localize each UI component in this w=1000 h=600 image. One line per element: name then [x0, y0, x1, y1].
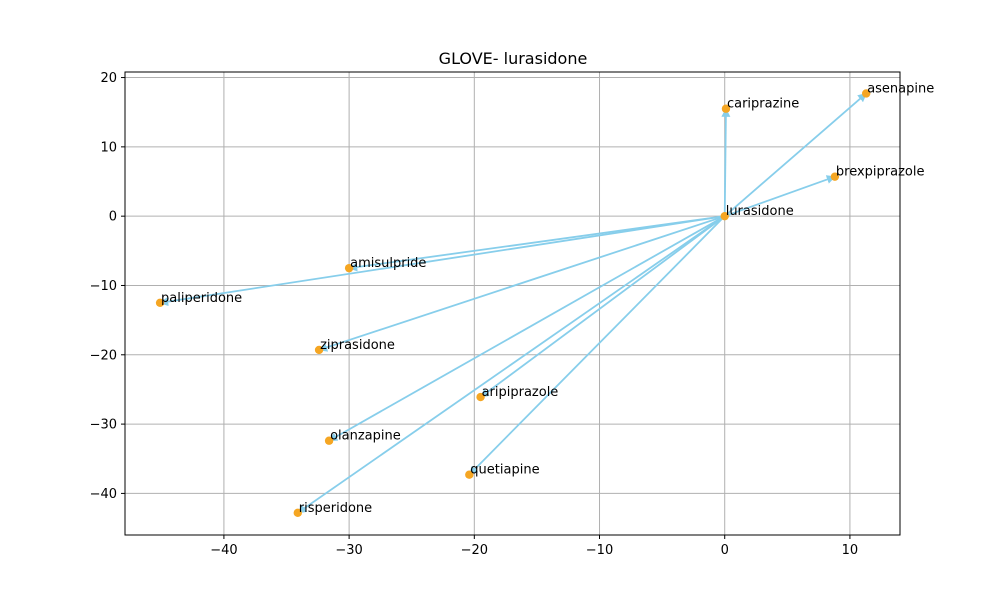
point-lurasidone — [720, 211, 729, 221]
label-quetiapine: quetiapine — [470, 463, 539, 478]
x-tick-label: −40 — [210, 543, 237, 558]
y-tick-label: 0 — [109, 210, 117, 225]
point-paliperidone — [155, 298, 165, 308]
arrow-ziprasidone — [318, 215, 725, 352]
arrow-quetiapine — [468, 215, 726, 476]
x-tick-label: −10 — [586, 543, 613, 558]
arrow-aripiprazole — [479, 215, 726, 398]
point-ziprasidone — [314, 345, 324, 355]
point-aripiprazole — [476, 392, 485, 402]
grid — [125, 72, 900, 535]
arrow-brexpiprazole — [724, 175, 836, 218]
label-amisulpride: amisulpride — [350, 256, 426, 271]
chart-title: GLOVE- lurasidone — [439, 49, 588, 68]
label-aripiprazole: aripiprazole — [482, 385, 559, 400]
points — [155, 89, 871, 518]
x-tick-label: 10 — [842, 543, 859, 558]
point-asenapine — [861, 89, 871, 98]
point-labels: lurasidone asenapine cariprazine brexpipraz… — [161, 81, 934, 515]
x-tick-label: −30 — [335, 543, 362, 558]
point-amisulpride — [344, 263, 354, 273]
plot-frame — [124, 71, 901, 536]
y-tick-label: −20 — [90, 348, 117, 363]
label-paliperidone: paliperidone — [161, 291, 242, 306]
arrow-asenapine — [724, 92, 867, 217]
label-cariprazine: cariprazine — [727, 97, 799, 112]
arrow-paliperidone — [159, 215, 725, 307]
arrow-risperidone — [297, 215, 726, 514]
x-tick-label: −20 — [461, 543, 488, 558]
y-tick-label: −10 — [90, 279, 117, 294]
point-brexpiprazole — [830, 172, 840, 181]
point-olanzapine — [324, 436, 334, 445]
y-tick-label: 20 — [100, 71, 117, 86]
arrow-cariprazine — [721, 107, 731, 217]
point-cariprazine — [721, 104, 731, 113]
label-asenapine: asenapine — [867, 81, 934, 96]
label-olanzapine: olanzapine — [330, 429, 401, 444]
arrow-amisulpride — [348, 215, 725, 272]
label-ziprasidone: ziprasidone — [320, 338, 395, 353]
y-tick-label: −30 — [90, 418, 117, 433]
point-quetiapine — [465, 470, 474, 479]
y-tick-label: −40 — [90, 487, 117, 502]
label-brexpiprazole: brexpiprazole — [836, 165, 925, 180]
point-risperidone — [293, 508, 302, 518]
y-axis: −40 −30 −20 −10 0 10 20 — [90, 71, 125, 502]
x-tick-label: 0 — [721, 543, 729, 558]
label-risperidone: risperidone — [299, 501, 372, 516]
arrows — [159, 92, 867, 514]
label-lurasidone: lurasidone — [726, 204, 794, 219]
y-tick-label: 10 — [100, 140, 117, 155]
arrow-olanzapine — [328, 215, 726, 442]
x-axis: −40 −30 −20 −10 0 10 — [210, 535, 858, 558]
